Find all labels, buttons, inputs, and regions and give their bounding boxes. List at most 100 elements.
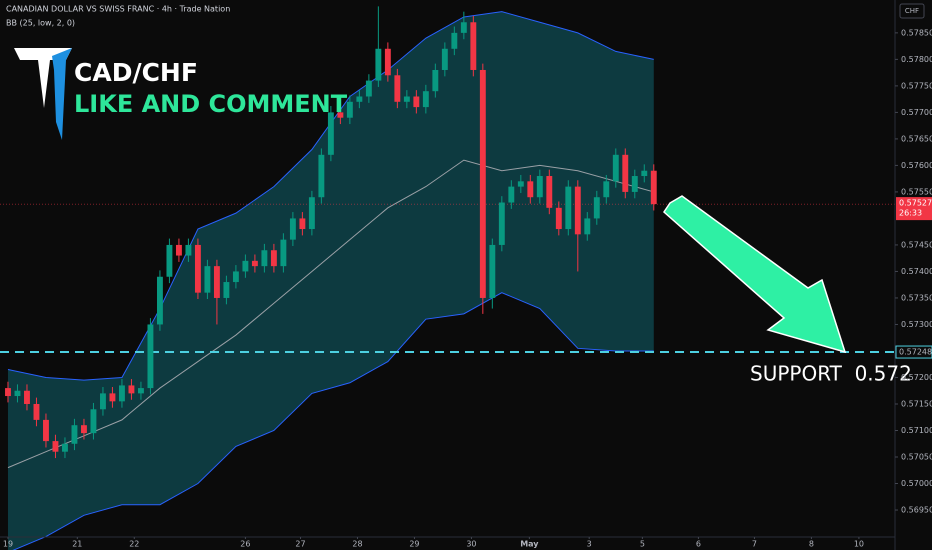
candle-body	[441, 48, 448, 70]
x-tick-label: 7	[752, 540, 757, 549]
x-tick-label: 26	[240, 540, 250, 549]
candle-body	[584, 218, 591, 235]
candle-body	[280, 239, 287, 267]
x-tick-label: 8	[809, 540, 814, 549]
candle-body	[470, 22, 477, 70]
x-tick-label: 27	[295, 540, 305, 549]
candle-body	[527, 181, 534, 198]
candle-body	[289, 218, 296, 240]
candle-body	[204, 266, 211, 293]
candle-body	[118, 385, 125, 402]
chart-title: CANADIAN DOLLAR VS SWISS FRANC · 4h · Tr…	[6, 5, 230, 14]
support-price-box	[895, 345, 932, 359]
candle-body	[232, 271, 239, 283]
candle-body	[100, 393, 106, 410]
band-middle	[7, 159, 654, 469]
x-tick-label: 29	[409, 540, 419, 549]
currency-box	[899, 3, 925, 19]
candle-body	[251, 260, 258, 267]
candle-body	[194, 244, 201, 293]
candle-body	[403, 96, 410, 102]
candle-body	[5, 388, 11, 397]
support-price-label: 0.57248	[899, 348, 932, 357]
indicator-label: BB (25, low, 2, 0)	[6, 19, 75, 28]
candle-body	[489, 244, 496, 298]
y-tick-label: 0.57600	[901, 161, 932, 170]
y-tick-label: 0.57850	[901, 28, 932, 37]
candle-body	[147, 324, 154, 389]
candle-body	[460, 22, 467, 33]
candle-body	[546, 176, 553, 208]
candle-body	[422, 91, 429, 108]
candle-body	[318, 154, 325, 198]
arrow	[663, 195, 847, 354]
y-tick-label: 0.57650	[901, 134, 932, 143]
y-tick-label: 0.57100	[901, 426, 932, 435]
logo-accent	[52, 48, 72, 140]
candle-body	[81, 425, 87, 434]
logo	[14, 48, 72, 108]
candle-body	[384, 48, 391, 76]
candle-body	[413, 96, 420, 108]
candle-body	[223, 282, 230, 298]
x-tick-label: 22	[129, 540, 139, 549]
band-fill	[7, 11, 654, 550]
candle-body	[508, 186, 515, 203]
x-tick-label: May	[520, 540, 539, 549]
y-tick-label: 0.57200	[901, 373, 932, 382]
x-tick-label: 30	[466, 540, 476, 549]
candle-body	[14, 390, 21, 397]
headline: CAD/CHF	[74, 58, 198, 87]
candle-body	[498, 202, 505, 245]
candle-body	[565, 186, 572, 230]
x-tick-label: 6	[696, 540, 701, 549]
support-annotation: SUPPORT 0.572	[750, 362, 912, 386]
candle-body	[574, 186, 581, 235]
x-tick-label: 28	[352, 540, 362, 549]
candle-body	[62, 443, 68, 452]
candle-body	[650, 170, 657, 205]
candle-body	[346, 101, 353, 118]
y-tick-label: 0.57050	[901, 453, 932, 462]
candle-body	[641, 170, 648, 177]
y-tick-label: 0.57000	[901, 479, 932, 488]
y-tick-label: 0.57300	[901, 320, 932, 329]
y-tick-label: 0.57550	[901, 187, 932, 196]
last-price-label: 0.57527	[899, 199, 932, 208]
y-tick-label: 0.56950	[901, 506, 932, 515]
candle-body	[299, 218, 306, 230]
y-tick-label: 0.57400	[901, 267, 932, 276]
candle-body	[43, 419, 49, 442]
currency-label: CHF	[905, 7, 919, 15]
candle-body	[261, 250, 268, 267]
candle-body	[536, 176, 543, 198]
y-tick-label: 0.57800	[901, 55, 932, 64]
candle-body	[555, 207, 562, 230]
candle-body	[185, 244, 192, 256]
y-tick-label: 0.57700	[901, 108, 932, 117]
candle-body	[52, 441, 59, 452]
y-tick-label: 0.57350	[901, 293, 932, 302]
candle-body	[71, 425, 78, 444]
candle-body	[479, 69, 486, 298]
last-price-box	[896, 197, 932, 221]
candle-body	[33, 403, 40, 420]
y-tick-label: 0.57450	[901, 240, 932, 249]
candle-body	[128, 385, 135, 394]
x-tick-label: 19	[3, 540, 13, 549]
x-tick-label: 5	[640, 540, 645, 549]
candle-body	[365, 80, 372, 97]
candle-body	[451, 32, 458, 49]
x-tick-label: 3	[587, 540, 592, 549]
y-tick-label: 0.57750	[901, 81, 932, 90]
band-lower	[12, 292, 654, 550]
candle-body	[356, 96, 363, 102]
x-tick-label: 21	[72, 540, 82, 549]
call-to-action: LIKE AND COMMENT	[74, 90, 348, 118]
candle-body	[270, 250, 277, 267]
candle-body	[242, 260, 249, 272]
y-tick-label: 0.57150	[901, 399, 932, 408]
candle-body	[603, 181, 610, 198]
candle-body	[375, 48, 382, 81]
